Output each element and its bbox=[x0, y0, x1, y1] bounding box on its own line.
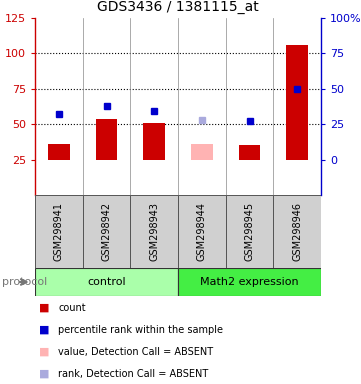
Text: Math2 expression: Math2 expression bbox=[200, 277, 299, 287]
Text: ■: ■ bbox=[39, 325, 49, 335]
Text: GSM298941: GSM298941 bbox=[54, 202, 64, 261]
Title: GDS3436 / 1381115_at: GDS3436 / 1381115_at bbox=[97, 0, 259, 14]
Text: count: count bbox=[58, 303, 86, 313]
Bar bbox=[130, 195, 178, 268]
Text: rank, Detection Call = ABSENT: rank, Detection Call = ABSENT bbox=[58, 369, 209, 379]
Text: GSM298943: GSM298943 bbox=[149, 202, 159, 261]
Text: GSM298942: GSM298942 bbox=[101, 202, 112, 261]
Text: value, Detection Call = ABSENT: value, Detection Call = ABSENT bbox=[58, 347, 214, 357]
Text: ■: ■ bbox=[39, 369, 49, 379]
Bar bbox=[286, 45, 308, 160]
Text: GSM298946: GSM298946 bbox=[292, 202, 302, 261]
Bar bbox=[143, 123, 165, 160]
Text: GSM298945: GSM298945 bbox=[244, 202, 255, 261]
Bar bbox=[83, 195, 130, 268]
Text: control: control bbox=[87, 277, 126, 287]
Bar bbox=[96, 119, 117, 160]
Text: ■: ■ bbox=[39, 303, 49, 313]
Text: protocol: protocol bbox=[2, 277, 47, 287]
Bar bbox=[178, 195, 226, 268]
Bar bbox=[239, 146, 260, 160]
Text: percentile rank within the sample: percentile rank within the sample bbox=[58, 325, 223, 335]
Bar bbox=[226, 195, 273, 268]
Bar bbox=[48, 144, 70, 160]
Bar bbox=[35, 268, 178, 296]
Bar bbox=[191, 144, 213, 160]
Text: GSM298944: GSM298944 bbox=[197, 202, 207, 261]
Bar bbox=[178, 268, 321, 296]
Bar bbox=[273, 195, 321, 268]
Text: ■: ■ bbox=[39, 347, 49, 357]
Bar bbox=[35, 195, 83, 268]
